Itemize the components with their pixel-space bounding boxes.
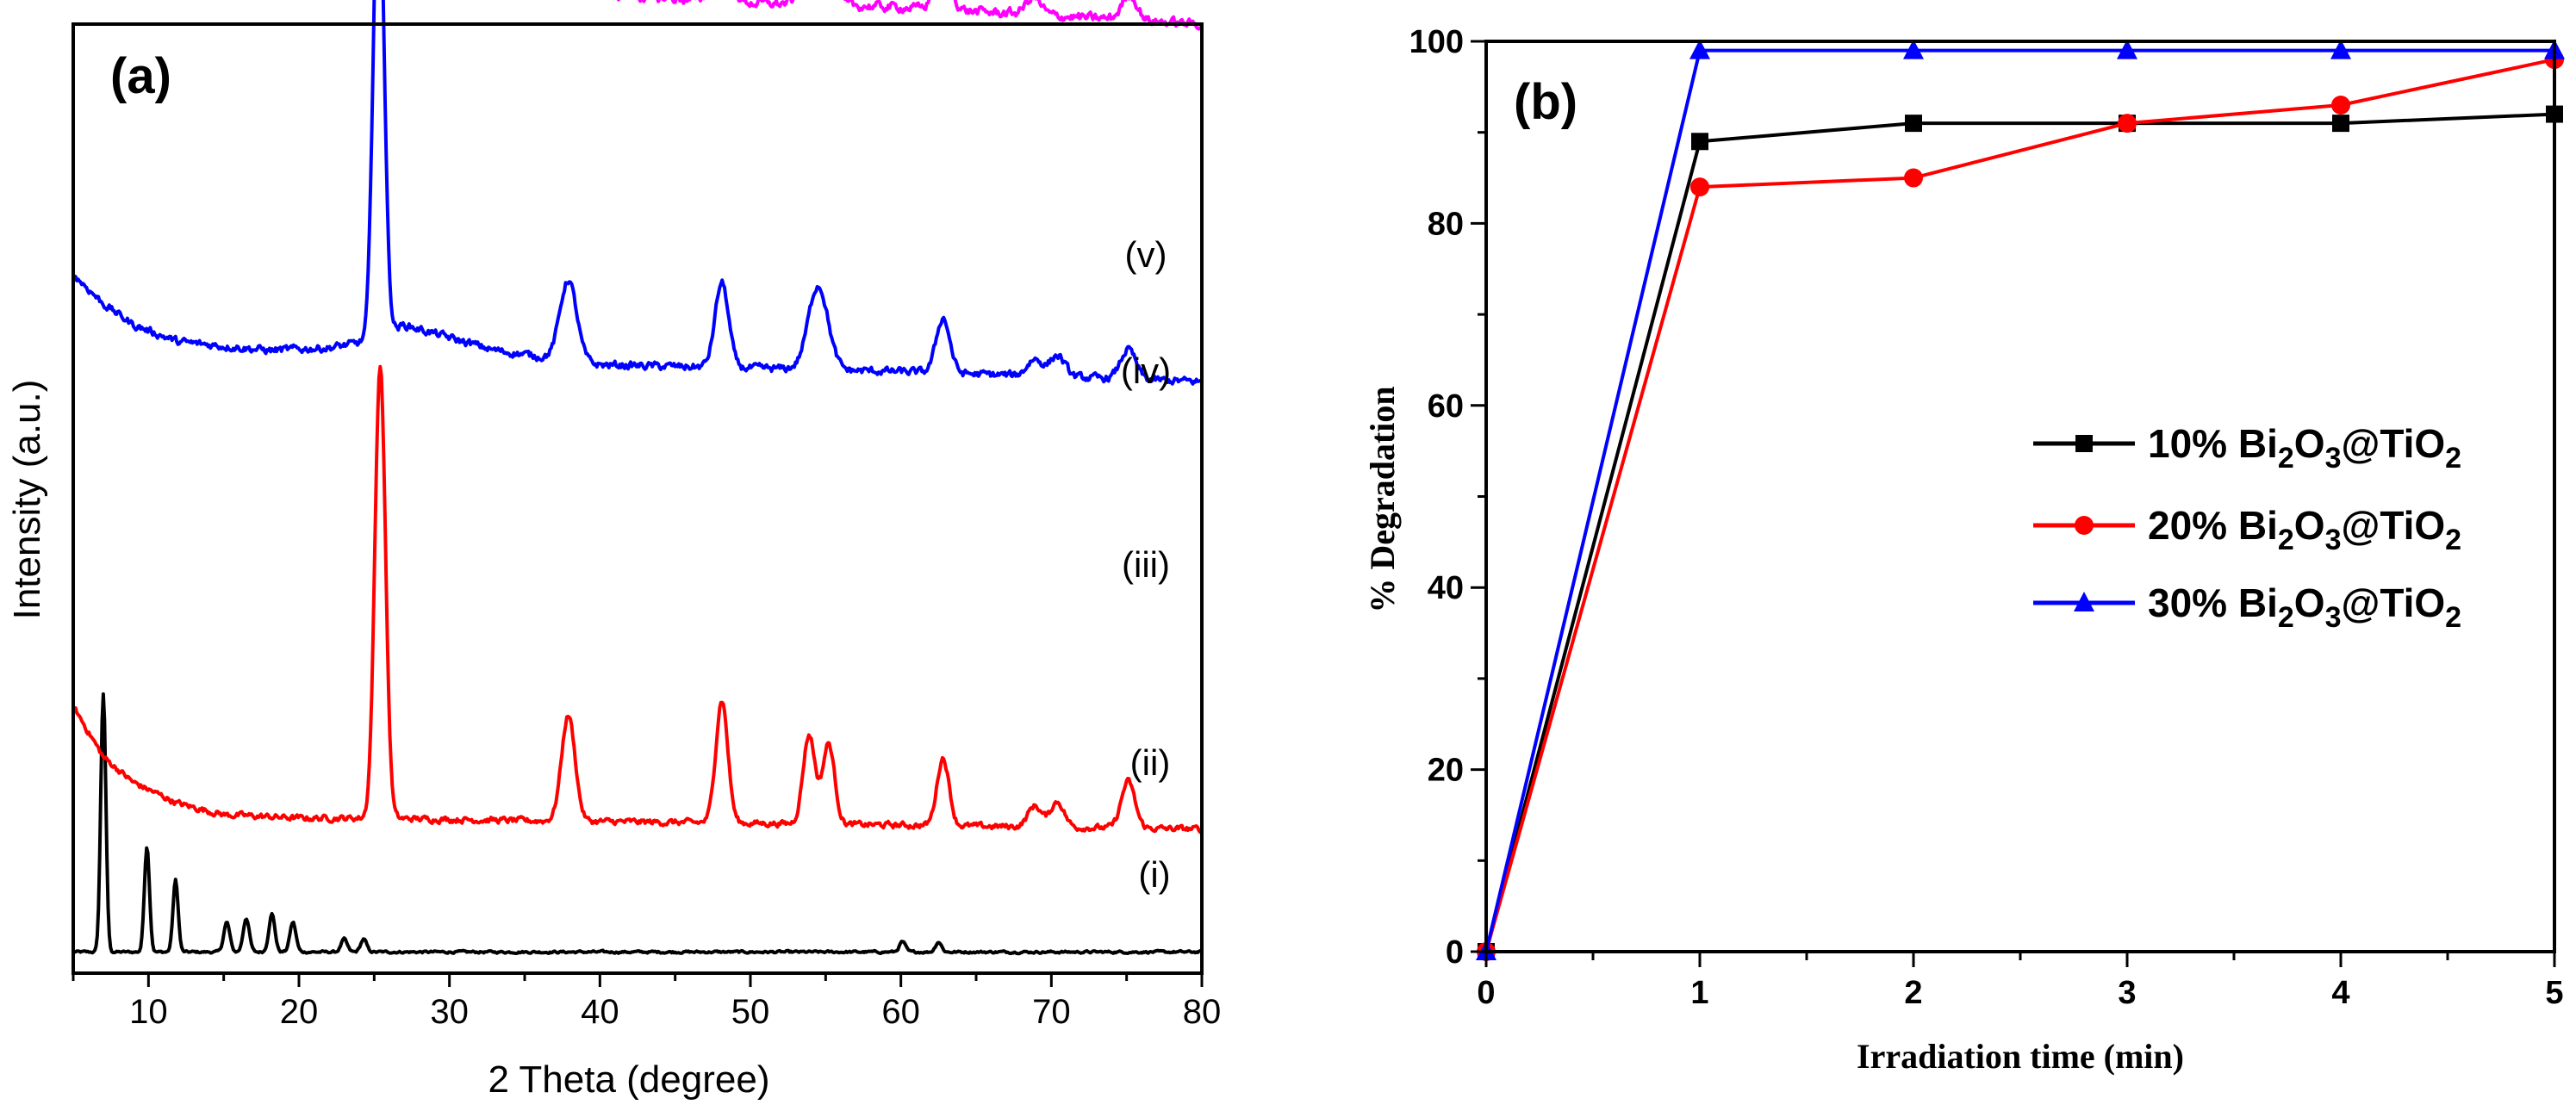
- panel-b-data-point: [1903, 39, 1924, 59]
- panel-b-data-point: [1691, 133, 1708, 151]
- panel-b-legend-subscript: 2: [2445, 524, 2461, 556]
- panel-b-legend-marker: [2074, 592, 2094, 611]
- panel-b-legend-item-1: 10% Bi2O3@TiO2: [2033, 421, 2461, 475]
- panel-b-data-point: [2332, 115, 2349, 133]
- panel-a-x-tick-label: 40: [581, 993, 619, 1031]
- panel-a-trace-label-1: (i): [1138, 854, 1170, 895]
- panel-b-legend-label: 20% Bi2O3@TiO2: [2148, 503, 2461, 556]
- panel-b-legend-text: 10% Bi: [2148, 421, 2278, 466]
- panel-a-x-tick-label: 80: [1183, 993, 1222, 1031]
- panel-a-x-tick-label: 60: [881, 993, 920, 1031]
- panel-a-trace-labels: (i) (ii) (iii) (iv) (v): [1121, 234, 1171, 895]
- panel-b-x-tick-label: 0: [1477, 975, 1495, 1011]
- panel-a-trace-label-4: (iv): [1121, 351, 1171, 391]
- panel-b-legend-label: 10% Bi2O3@TiO2: [2148, 421, 2461, 475]
- panel-b-legend-text: @TiO: [2341, 421, 2445, 466]
- panel-b-legend-item-2: 20% Bi2O3@TiO2: [2033, 503, 2461, 556]
- panel-a-x-tick-label: 50: [731, 993, 770, 1031]
- panel-b-legend-subscript: 2: [2445, 601, 2461, 634]
- panel-b-data-point: [2117, 39, 2137, 59]
- panel-b-y-tick-label: 20: [1428, 753, 1464, 789]
- panel-b-plot-frame: [1484, 40, 2556, 953]
- panel-b-data-point: [1690, 177, 1709, 197]
- panel-b-legend-subscript: 3: [2325, 442, 2342, 475]
- panel-a-label: (a): [110, 48, 171, 104]
- panel-a-y-axis-label: Intensity (a.u.): [6, 380, 48, 620]
- panel-b-legend-text: @TiO: [2341, 580, 2445, 625]
- panel-b-data-point: [1689, 39, 1710, 59]
- panel-b-data-point: [2330, 39, 2351, 59]
- panel-a-trace-2: [72, 364, 1204, 835]
- panel-b-series-line: [1484, 58, 2555, 953]
- panel-b-x-tick-label: 3: [2118, 975, 2136, 1011]
- panel-b-legend-text: 20% Bi: [2148, 503, 2278, 548]
- panel-b-legend-subscript: 2: [2445, 442, 2461, 475]
- panel-b-y-tick-label: 60: [1428, 388, 1464, 425]
- panel-b-y-tick-label: 40: [1428, 570, 1464, 606]
- panel-b-x-axis-label: Irradiation time (min): [1857, 1037, 2184, 1076]
- panel-b-legend-item-3: 30% Bi2O3@TiO2: [2033, 580, 2461, 634]
- panel-b-legend-text: O: [2294, 580, 2325, 625]
- panel-b-x-tick-label: 5: [2545, 975, 2563, 1011]
- panel-b-legend-subscript: 2: [2278, 442, 2294, 475]
- panel-b-legend-label: 30% Bi2O3@TiO2: [2148, 580, 2461, 634]
- panel-b-series-line: [1484, 48, 2554, 953]
- panel-b-series-3: [1476, 39, 2565, 960]
- panel-b-data-point: [2331, 95, 2350, 115]
- panel-a-trace-1: [72, 692, 1202, 956]
- panel-a-trace-label-2: (ii): [1130, 742, 1171, 783]
- panel-b-y-ticks: 0 20 40 60 80 100: [1409, 24, 1486, 971]
- panel-a-x-tick-label: 30: [430, 993, 469, 1031]
- panel-a-plot-frame: [72, 22, 1204, 975]
- panel-a-x-tick-label: 70: [1032, 993, 1071, 1031]
- panel-b-series: [1476, 39, 2565, 961]
- panel-b-legend-subscript: 3: [2325, 601, 2342, 634]
- panel-b-legend-text: @TiO: [2341, 503, 2445, 548]
- panel-b-legend-text: 30% Bi: [2148, 580, 2278, 625]
- panel-b-x-tick-label: 4: [2331, 975, 2349, 1011]
- panel-a-xrd-chart: 10 20 30 40 50 60 70 80 (i) (ii) (iii) (iv) (v) (a)…: [6, 0, 1221, 1101]
- panel-a-x-tick-label: 10: [129, 993, 168, 1031]
- panel-b-legend-marker: [2075, 516, 2094, 535]
- panel-a-trace-4: [616, 0, 1203, 31]
- panel-b-data-point: [1905, 115, 1922, 133]
- panel-b-x-tick-label: 1: [1690, 975, 1708, 1011]
- panel-b-legend-text: O: [2294, 421, 2325, 466]
- panel-a-traces: [72, 0, 1204, 956]
- panel-b-legend-text: O: [2294, 503, 2325, 548]
- panel-b-x-tick-label: 2: [1904, 975, 1922, 1011]
- panel-b-x-ticks: 0 1 2 3 4 5: [1477, 952, 2564, 1011]
- panel-b-y-axis-label: % Degradation: [1363, 386, 1402, 612]
- panel-b-legend-subscript: 3: [2325, 524, 2342, 556]
- panel-a-trace-label-3: (iii): [1122, 544, 1170, 585]
- panel-b-y-tick-label: 0: [1446, 934, 1464, 971]
- panel-b-y-tick-label: 80: [1428, 206, 1464, 242]
- panel-b-data-point: [2118, 114, 2137, 133]
- panel-b-legend-subscript: 2: [2278, 601, 2294, 634]
- panel-a-x-axis-label: 2 Theta (degree): [488, 1058, 770, 1101]
- panel-b-label: (b): [1514, 74, 1577, 130]
- panel-b-legend-subscript: 2: [2278, 524, 2294, 556]
- panel-b-y-tick-label: 100: [1409, 24, 1464, 60]
- panel-a-trace-3: [72, 0, 1202, 386]
- panel-b-series-line: [1484, 112, 2555, 953]
- panel-b-legend-marker: [2075, 435, 2093, 452]
- panel-b-data-point: [1904, 168, 1923, 188]
- panel-a-x-tick-label: 20: [280, 993, 319, 1031]
- panel-a-trace-label-5: (v): [1125, 234, 1167, 275]
- panel-a-x-ticks: 10 20 30 40 50 60 70 80: [72, 973, 1222, 1031]
